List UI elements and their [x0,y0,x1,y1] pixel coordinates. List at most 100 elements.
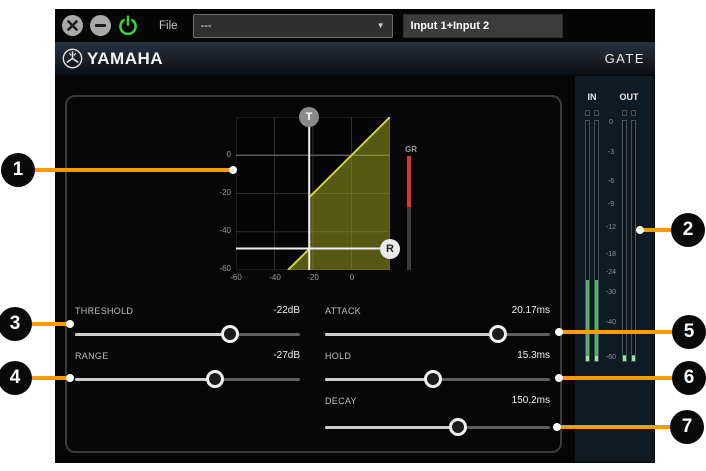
slider-range-label: RANGE [75,351,109,361]
power-button[interactable] [117,15,139,37]
callout-dot-6 [555,374,563,382]
callout-badge-4: 4 [0,361,32,395]
y-axis-tick: -60 [219,264,231,273]
slider-threshold-knob[interactable] [221,325,240,343]
callout-dot-2 [636,226,644,234]
file-label: File [159,19,178,32]
slider-attack-track[interactable] [325,325,550,343]
out-meter-label: OUT [619,92,639,102]
in-meter-right [594,120,599,362]
slider-range-fill [75,378,215,381]
close-button[interactable] [62,15,83,36]
range-marker-letter: R [386,243,394,255]
callout-line-1 [32,168,233,172]
slider-range-value: -27dB [273,350,300,361]
x-axis-tick: -20 [307,273,319,282]
out-meter-left [622,120,627,362]
minimize-icon [95,24,106,27]
slider-hold: HOLD 15.3ms [325,350,550,390]
in-meter-left-level-fill [586,280,589,361]
slider-threshold-fill [75,333,231,336]
in-meter-left-peak-cap [585,110,590,116]
in-meter-left [585,120,590,362]
callout-dot-1 [229,166,237,174]
slider-decay-track[interactable] [325,418,550,436]
out-meter-right [631,120,636,362]
in-meter-right-peak-cap [594,110,599,116]
slider-attack-value: 20.17ms [511,305,550,316]
slider-range: RANGE -27dB [75,350,300,390]
out-meter-right-level-peak [632,356,635,361]
slider-attack-label: ATTACK [325,306,361,316]
in-meter-right-level-fill [595,280,598,361]
slider-attack: ATTACK 20.17ms [325,305,550,345]
meter-scale-tick: -60 [605,354,617,361]
callout-badge-5: 5 [672,315,706,349]
meter-scale-tick: -30 [605,289,617,296]
channel-name-input[interactable] [402,13,563,38]
slider-decay-label: DECAY [325,396,357,406]
control-panel [65,95,562,453]
range-marker[interactable]: R [380,239,400,259]
out-meter-right-peak-cap [631,110,636,116]
meter-scale-tick: 0 [609,119,613,126]
slider-hold-track[interactable] [325,370,550,388]
slider-threshold: THRESHOLD -22dB [75,305,300,345]
chevron-down-icon: ▼ [376,21,385,30]
x-axis-tick: -60 [230,273,242,282]
slider-range-track[interactable] [75,370,300,388]
callout-dot-4 [66,374,74,382]
callout-line-6 [558,376,673,380]
callout-line-4 [28,376,71,380]
slider-attack-knob[interactable] [489,325,508,343]
callout-dot-3 [66,320,74,328]
meter-scale-tick: -18 [605,251,617,258]
plugin-window: File --- ▼ YAMAHA GATE [55,9,655,463]
meter-scale-tick: -40 [605,319,617,326]
callout-dot-7 [553,423,561,431]
y-axis-tick: 0 [226,150,231,159]
slider-hold-value: 15.3ms [517,350,550,361]
plugin-title: GATE [604,51,645,66]
preset-value: --- [200,19,212,32]
preset-dropdown[interactable]: --- ▼ [192,13,393,38]
slider-hold-label: HOLD [325,351,352,361]
slider-hold-knob[interactable] [424,370,442,388]
power-icon [119,15,137,35]
callout-badge-3: 3 [0,307,32,341]
y-axis-tick: -40 [219,226,231,235]
meter-scale-tick: -9 [607,201,615,208]
slider-hold-fill [325,378,433,381]
gate-curve-svg [235,116,391,271]
y-axis-tick: -20 [219,188,231,197]
callout-badge-2: 2 [671,213,705,247]
yamaha-logo-icon [62,48,83,69]
gr-meter [407,156,411,270]
slider-decay-knob[interactable] [448,418,467,436]
callout-badge-1: 1 [1,153,35,187]
slider-decay-value: 150.2ms [511,395,550,406]
in-meter-left-level-peak [586,356,589,361]
slider-threshold-track[interactable] [75,325,300,343]
gr-meter-label: GR [405,145,417,154]
callout-line-5 [558,330,673,334]
gate-curve-plot [235,116,391,271]
titlebar: File --- ▼ [55,9,655,42]
meter-scale-tick: -3 [607,149,615,156]
callout-badge-6: 6 [672,361,706,395]
x-axis-tick: -40 [269,273,281,282]
out-meter-left-peak-cap [622,110,627,116]
slider-range-knob[interactable] [205,370,224,388]
gate-curve-fill [288,117,390,270]
slider-decay: DECAY 150.2ms [325,395,550,438]
callout-line-3 [28,322,71,326]
header-bar: YAMAHA GATE [55,42,655,75]
slider-threshold-value: -22dB [273,305,300,316]
callout-badge-7: 7 [670,410,704,444]
threshold-marker[interactable]: T [299,107,319,127]
callout-dot-5 [555,328,563,336]
gr-meter-fill [407,156,411,207]
callout-line-2 [639,228,672,232]
close-icon [67,20,78,31]
minimize-button[interactable] [90,15,111,36]
